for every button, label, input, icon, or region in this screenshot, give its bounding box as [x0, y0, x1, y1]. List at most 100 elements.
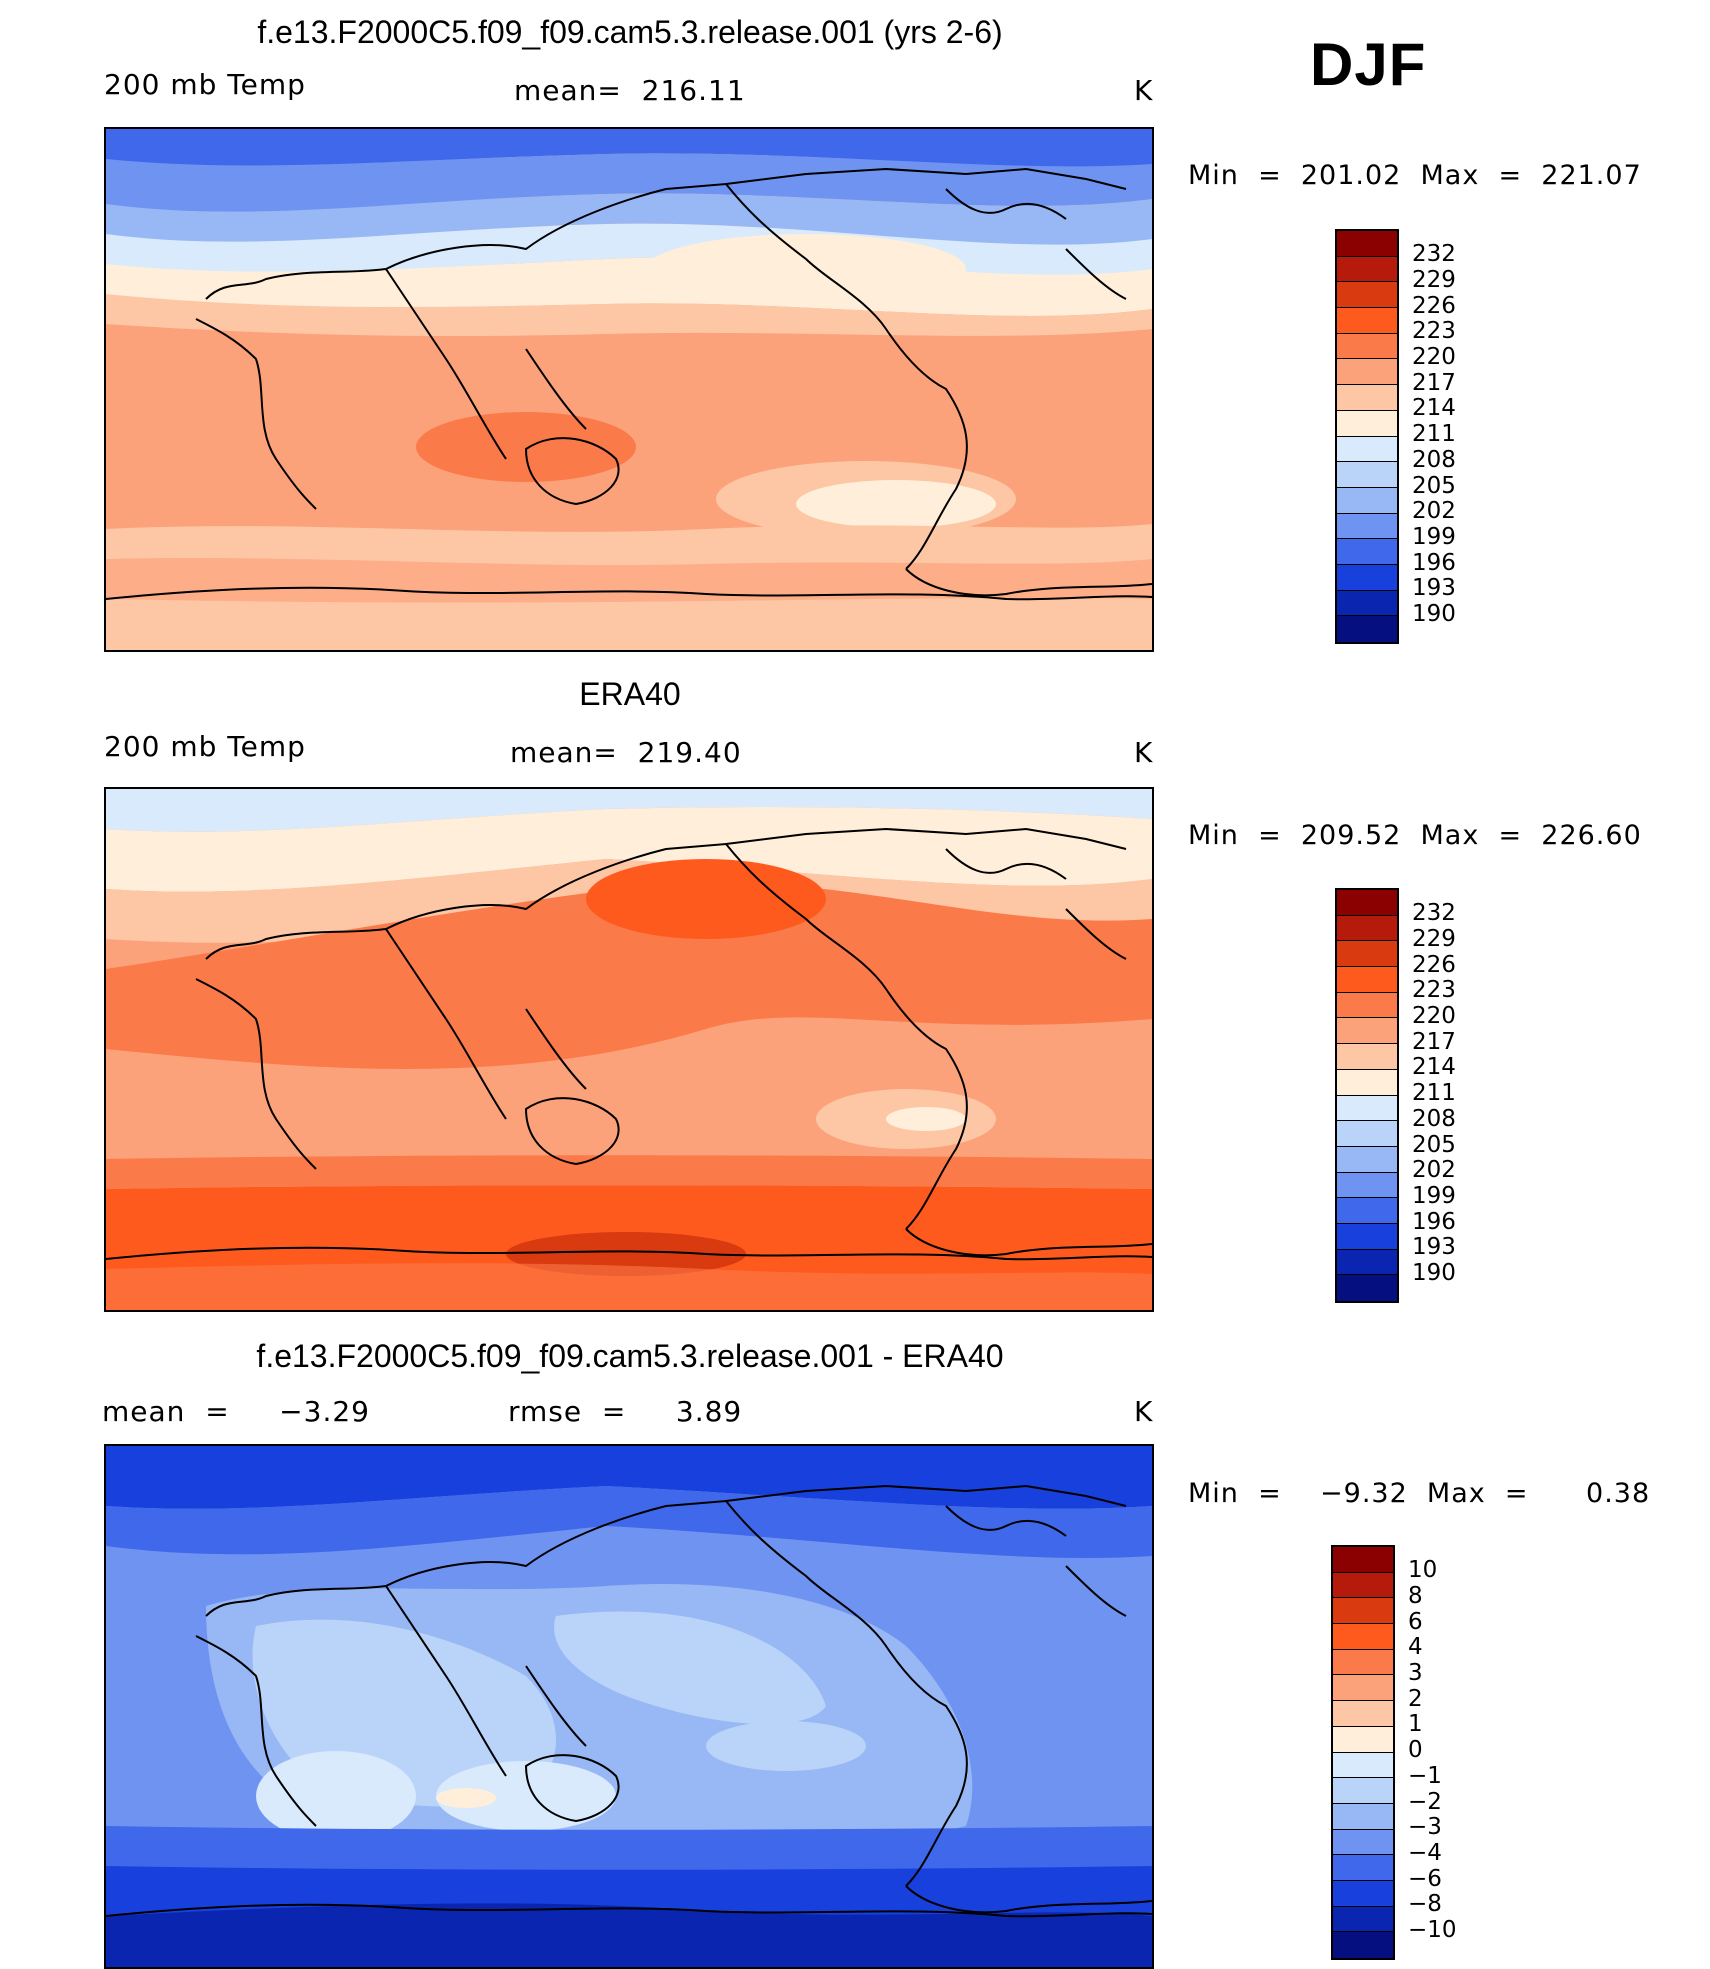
colorbar-tick-label: 193 — [1412, 1234, 1456, 1261]
colorbar-tick-label: −3 — [1408, 1814, 1442, 1841]
colorbar-tick-label: 190 — [1412, 1260, 1456, 1286]
colorbar-tick-label: 3 — [1408, 1660, 1423, 1686]
panel1-units-label: K — [1134, 74, 1154, 107]
panel3-minmax: Min = −9.32 Max = 0.38 — [1188, 1478, 1651, 1509]
colorbar-tick-label: −6 — [1408, 1865, 1442, 1892]
colorbar-swatch — [1333, 1675, 1393, 1702]
colorbar-swatch — [1333, 1855, 1393, 1881]
colorbar-tick-label: 8 — [1408, 1582, 1423, 1609]
colorbar-tick-label: 217 — [1412, 369, 1456, 396]
colorbar-tick-label: 202 — [1412, 1157, 1456, 1184]
colorbar-swatch — [1337, 564, 1397, 591]
colorbar-swatch — [1333, 1803, 1393, 1830]
colorbar-swatch — [1337, 1249, 1397, 1276]
colorbar-swatch — [1333, 1906, 1393, 1933]
panel3-units-label: K — [1134, 1395, 1154, 1428]
colorbar-swatch — [1337, 385, 1397, 411]
panel2-variable-label: 200 mb Temp — [104, 730, 306, 763]
colorbar-tick-label: 196 — [1412, 1208, 1456, 1235]
colorbar-tick-label: 226 — [1412, 292, 1456, 319]
colorbar-tick-label: 1 — [1408, 1711, 1423, 1738]
colorbar-swatch — [1337, 256, 1397, 283]
colorbar-swatch — [1337, 967, 1397, 993]
panel1-colorbar — [1335, 229, 1399, 644]
colorbar-swatch — [1337, 282, 1397, 309]
colorbar-tick-label: 208 — [1412, 446, 1456, 473]
colorbar-tick-label: 220 — [1412, 344, 1456, 370]
colorbar-tick-label: 199 — [1412, 1182, 1456, 1209]
colorbar-tick-label: 0 — [1408, 1737, 1423, 1764]
colorbar-tick-label: 190 — [1412, 601, 1456, 627]
colorbar-tick-label: 217 — [1412, 1028, 1456, 1055]
panel3-map — [104, 1444, 1154, 1969]
panel1-map — [104, 127, 1154, 652]
colorbar-tick-label: 232 — [1412, 241, 1456, 268]
colorbar-swatch — [1337, 436, 1397, 463]
colorbar-swatch — [1337, 1121, 1397, 1147]
colorbar-tick-label: 202 — [1412, 498, 1456, 525]
colorbar-swatch — [1337, 1275, 1397, 1301]
panel2-units-label: K — [1134, 736, 1154, 769]
colorbar-tick-label: 223 — [1412, 977, 1456, 1004]
panel3-rmse-label: rmse = 3.89 — [508, 1395, 743, 1428]
colorbar-swatch — [1337, 1095, 1397, 1122]
colorbar-tick-label: 214 — [1412, 395, 1456, 422]
colorbar-tick-label: 226 — [1412, 951, 1456, 978]
panel1-title: f.e13.F2000C5.f09_f09.cam5.3.release.001… — [257, 14, 1003, 50]
panel2-minmax: Min = 209.52 Max = 226.60 — [1188, 820, 1642, 851]
colorbar-swatch — [1337, 992, 1397, 1019]
colorbar-swatch — [1337, 231, 1397, 257]
colorbar-swatch — [1337, 915, 1397, 942]
panel2-mean-label: mean= 219.40 — [510, 736, 742, 769]
colorbar-swatch — [1333, 1726, 1393, 1753]
colorbar-tick-label: 211 — [1412, 421, 1456, 448]
colorbar-tick-label: 208 — [1412, 1105, 1456, 1132]
panel1-variable-label: 200 mb Temp — [104, 68, 306, 101]
colorbar-tick-label: 4 — [1408, 1634, 1423, 1661]
colorbar-swatch — [1333, 1624, 1393, 1650]
colorbar-swatch — [1337, 333, 1397, 360]
colorbar-tick-label: 229 — [1412, 266, 1456, 293]
colorbar-swatch — [1337, 1018, 1397, 1045]
colorbar-swatch — [1337, 513, 1397, 540]
colorbar-swatch — [1333, 1547, 1393, 1573]
colorbar-tick-label: 214 — [1412, 1054, 1456, 1081]
colorbar-swatch — [1337, 359, 1397, 386]
colorbar-swatch — [1333, 1598, 1393, 1625]
colorbar-tick-label: 205 — [1412, 1131, 1456, 1158]
colorbar-swatch — [1337, 1223, 1397, 1250]
season-label: DJF — [1310, 31, 1427, 98]
colorbar-swatch — [1337, 1198, 1397, 1224]
colorbar-tick-label: 2 — [1408, 1685, 1423, 1712]
colorbar-tick-label: −8 — [1408, 1891, 1442, 1918]
colorbar-swatch — [1337, 1146, 1397, 1173]
colorbar-tick-label: 193 — [1412, 575, 1456, 602]
colorbar-swatch — [1337, 1069, 1397, 1096]
colorbar-tick-label: 196 — [1412, 549, 1456, 576]
colorbar-tick-label: 10 — [1408, 1557, 1438, 1584]
colorbar-tick-label: 199 — [1412, 523, 1456, 550]
colorbar-swatch — [1337, 1172, 1397, 1199]
colorbar-swatch — [1333, 1752, 1393, 1779]
colorbar-swatch — [1333, 1880, 1393, 1907]
panel3-mean-label: mean = −3.29 — [102, 1395, 370, 1428]
colorbar-swatch — [1337, 616, 1397, 642]
colorbar-swatch — [1337, 308, 1397, 334]
panel2-title: ERA40 — [579, 676, 681, 712]
panel3-colorbar — [1331, 1545, 1395, 1960]
colorbar-swatch — [1337, 1044, 1397, 1070]
panel1-minmax: Min = 201.02 Max = 221.07 — [1188, 160, 1642, 191]
colorbar-tick-label: 6 — [1408, 1608, 1423, 1635]
colorbar-swatch — [1337, 941, 1397, 968]
panel2-colorbar — [1335, 888, 1399, 1303]
colorbar-tick-label: 229 — [1412, 925, 1456, 952]
colorbar-tick-label: 211 — [1412, 1080, 1456, 1107]
colorbar-swatch — [1337, 590, 1397, 617]
colorbar-tick-label: −2 — [1408, 1788, 1442, 1815]
panel3-title: f.e13.F2000C5.f09_f09.cam5.3.release.001… — [256, 1338, 1004, 1374]
colorbar-tick-label: 232 — [1412, 900, 1456, 927]
colorbar-tick-label: −1 — [1408, 1762, 1442, 1789]
colorbar-swatch — [1333, 1649, 1393, 1676]
colorbar-swatch — [1333, 1572, 1393, 1599]
colorbar-tick-label: −4 — [1408, 1839, 1442, 1866]
